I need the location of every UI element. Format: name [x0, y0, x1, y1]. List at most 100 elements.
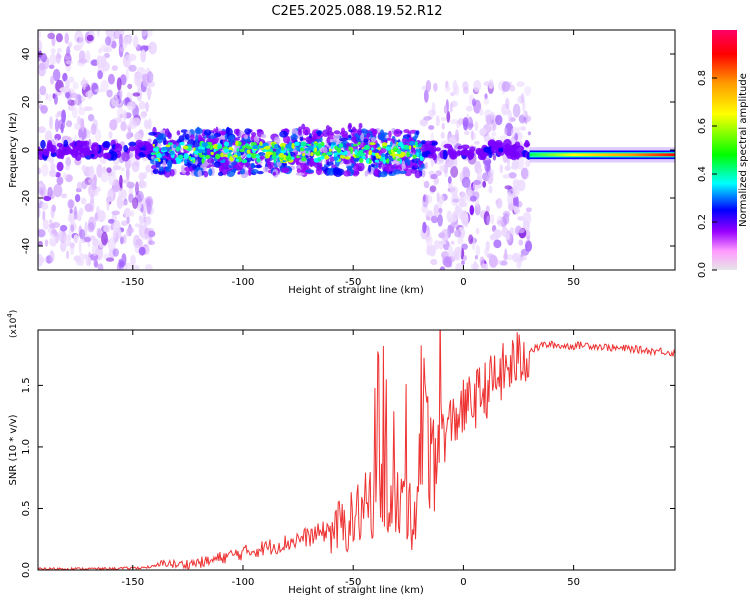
spectrogram-cell — [450, 194, 460, 207]
snr-y-ticks: 0.0 0.5 1.0 1.5 — [21, 377, 675, 578]
spectrogram-cell — [130, 254, 136, 266]
spectrogram-cell — [513, 206, 521, 215]
spectrogram-cell — [473, 260, 478, 270]
spectrogram-cell — [122, 234, 127, 244]
spectrogram-cell — [291, 128, 298, 134]
spectrogram-cell — [90, 153, 95, 158]
colorbar-tick-label: 0.2 — [697, 214, 708, 230]
spectrogram-cell — [41, 202, 49, 211]
spectrogram-heatmap — [38, 30, 675, 270]
spectrogram-cell — [76, 181, 83, 191]
spectrogram-cell — [128, 120, 138, 130]
spectrogram-cell — [78, 58, 88, 64]
spectrogram-cell — [430, 141, 438, 146]
spectrogram-cell — [430, 173, 438, 180]
spectrogram-cell — [145, 245, 150, 255]
spectrogram-cell — [169, 150, 175, 156]
spectrogram-cell — [210, 151, 214, 155]
spectrogram-cell — [399, 170, 407, 174]
spectrogram-cell — [516, 179, 526, 192]
spectrogram-cell — [201, 158, 205, 164]
spectrogram-cell — [38, 240, 43, 247]
spectrogram-cell — [108, 172, 117, 186]
spectrogram-cell — [67, 104, 75, 111]
spectrogram-cell — [439, 165, 445, 171]
spectrogram-cell — [338, 143, 344, 148]
spectrogram-cell — [138, 203, 142, 209]
spectrogram-cell — [372, 129, 377, 138]
spectrogram-cell — [275, 149, 279, 154]
spectrogram-cell — [45, 93, 49, 101]
spectrogram-cell — [375, 159, 379, 163]
spectrogram-cell — [66, 250, 70, 260]
spectrogram-cell — [333, 168, 343, 178]
spectrogram-cell — [479, 256, 485, 265]
spectrogram-cell — [132, 34, 139, 48]
spectrogram-cell — [440, 131, 445, 139]
spectrogram-cell — [56, 161, 64, 172]
spectrogram-cell — [294, 141, 300, 147]
spectrogram-cell — [474, 120, 479, 132]
spectrogram-cell — [133, 132, 142, 141]
spectrogram-cell — [423, 180, 430, 189]
spectrogram-cell — [423, 89, 429, 103]
spectrogram-cell — [509, 117, 516, 122]
spectrogram-cell — [422, 193, 429, 208]
spectrogram-cell — [501, 81, 511, 92]
spectrogram-cell — [438, 207, 443, 214]
spectrogram-cell — [495, 197, 503, 209]
spectrogram-y-ticks: -40 -20 0 20 40 — [21, 48, 675, 254]
spectrogram-cell — [426, 216, 430, 221]
spectrogram-cell — [330, 144, 334, 150]
spectrogram-cell — [328, 126, 333, 133]
spectrogram-cell — [460, 148, 470, 156]
spectrogram-cell — [107, 73, 115, 85]
spectrogram-cell — [235, 158, 239, 162]
colorbar-tick-label: 0.0 — [697, 262, 708, 278]
spectrogram-cell — [483, 98, 490, 105]
spectrogram-cell — [425, 140, 432, 146]
spectrogram-cell — [117, 106, 124, 119]
spectrogram-cell — [359, 158, 364, 163]
spectrogram-cell — [430, 258, 438, 266]
spectrogram-cell — [454, 229, 462, 238]
spectrogram-cell — [38, 229, 46, 238]
spectrogram-cell — [418, 143, 422, 148]
spectrogram-x-ticks: -150 -100 -50 0 50 — [121, 30, 580, 288]
spectrogram-cell — [38, 167, 41, 175]
spectrogram-cell — [428, 245, 437, 257]
spectrogram-cell — [106, 89, 113, 98]
spectrogram-cell — [217, 144, 223, 150]
spectrogram-cell — [112, 220, 121, 233]
spectrogram-cell — [301, 123, 306, 130]
spectrogram-cell — [106, 30, 115, 33]
spectrogram-cell — [197, 169, 202, 178]
spectrogram-cell — [97, 263, 104, 270]
spectrogram-cell — [357, 141, 361, 145]
spectrogram-cell — [264, 145, 271, 150]
spectrogram-cell — [454, 205, 461, 214]
spectrogram-cell — [241, 159, 248, 164]
spectrogram-cell — [486, 172, 494, 185]
spectrogram-cell — [123, 109, 127, 122]
spectrogram-cell — [126, 101, 136, 111]
spectrogram-cell — [123, 207, 131, 220]
spectrogram-cell — [44, 130, 53, 143]
spectrogram-cell — [73, 211, 78, 220]
spectrogram-cell — [437, 214, 443, 227]
spectrogram-cell — [42, 219, 49, 230]
spectrogram-cell — [386, 158, 390, 164]
spectrogram-cell — [102, 152, 112, 160]
spectrogram-cell — [392, 147, 398, 152]
spectrogram-cell — [244, 145, 251, 149]
spectrogram-cell — [108, 131, 113, 139]
spectrogram-cell — [505, 149, 515, 160]
spectrogram-cell — [451, 221, 459, 229]
spectrogram-cell — [285, 155, 292, 162]
spectrogram-cell — [525, 207, 532, 213]
spectrogram-cell — [88, 165, 95, 179]
spectrogram-cell — [509, 193, 517, 199]
spectrogram-cell — [64, 165, 71, 171]
spectrogram-cell — [194, 127, 203, 135]
spectrogram-cell — [521, 92, 525, 104]
